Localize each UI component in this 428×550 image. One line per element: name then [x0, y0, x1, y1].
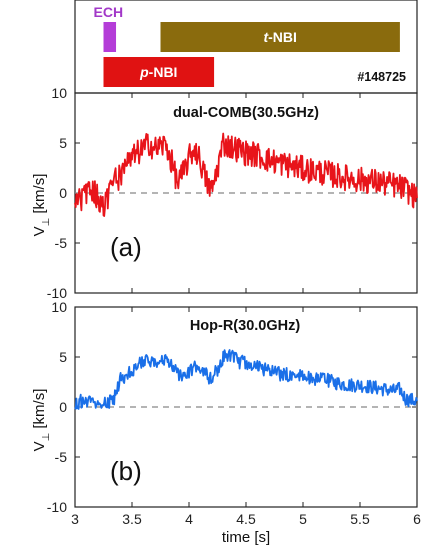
- panel-a-label: (a): [110, 232, 142, 262]
- x-axis-label: time [s]: [222, 529, 270, 546]
- timeline-bar-label: t-NBI: [263, 29, 296, 45]
- y-tick-label: 0: [59, 185, 67, 201]
- panel-a: 10 5 0 -5 -10 dual-COMB(30.5GHz) (a) V⊥[km/s…: [31, 85, 418, 301]
- heating-timeline-panel: ECH t-NBI p-NBI #148725: [74, 0, 418, 94]
- panel-b-y-ticks: 10 5 0 -5 -10: [47, 299, 418, 515]
- y-tick-label: -10: [47, 499, 67, 515]
- timeline-bar-tnbi: [160, 22, 400, 52]
- panel-b-title: Hop-R(30.0GHz): [190, 318, 301, 334]
- y-tick-label: 0: [59, 399, 67, 415]
- y-tick-label: -10: [47, 285, 67, 301]
- panel-a-y-axis-label: V⊥[km/s]: [31, 174, 52, 237]
- timeline-bars: ECH t-NBI p-NBI: [94, 4, 400, 87]
- panel-b: 10 5 0 -5 -10 3 3.5 4 4.5 5 5.5 6 Hop-R(30.0GHz) (…: [31, 299, 421, 546]
- timeline-bar-label: ECH: [94, 4, 124, 20]
- panel-b-x-ticks: 3 3.5 4 4.5 5 5.5 6: [71, 511, 421, 527]
- x-tick-label: 6: [413, 511, 421, 527]
- y-tick-label: -5: [55, 449, 68, 465]
- x-tick-label: 3.5: [122, 511, 142, 527]
- y-tick-label: 10: [51, 299, 67, 315]
- y-tick-label: 5: [59, 135, 67, 151]
- x-tick-label: 5.5: [350, 511, 370, 527]
- x-tick-label: 3: [71, 511, 79, 527]
- x-tick-label: 4: [185, 511, 193, 527]
- shot-number-label: #148725: [357, 70, 406, 84]
- timeline-bar-label: p-NBI: [139, 64, 177, 80]
- y-tick-label: 10: [51, 85, 67, 101]
- panel-b-series-line: [74, 349, 418, 410]
- panel-a-series-line: [74, 132, 418, 217]
- timeline-bar-ech: [103, 22, 117, 52]
- y-tick-label: -5: [55, 235, 68, 251]
- y-tick-label: 5: [59, 349, 67, 365]
- x-tick-label: 5: [299, 511, 307, 527]
- panel-a-title: dual-COMB(30.5GHz): [173, 105, 319, 121]
- panel-a-y-ticks: 10 5 0 -5 -10: [47, 85, 418, 301]
- panel-b-y-axis-label: V⊥[km/s]: [31, 389, 52, 452]
- panel-b-label: (b): [110, 456, 142, 486]
- timeline-bar-pnbi: [103, 57, 215, 87]
- x-tick-label: 4.5: [236, 511, 256, 527]
